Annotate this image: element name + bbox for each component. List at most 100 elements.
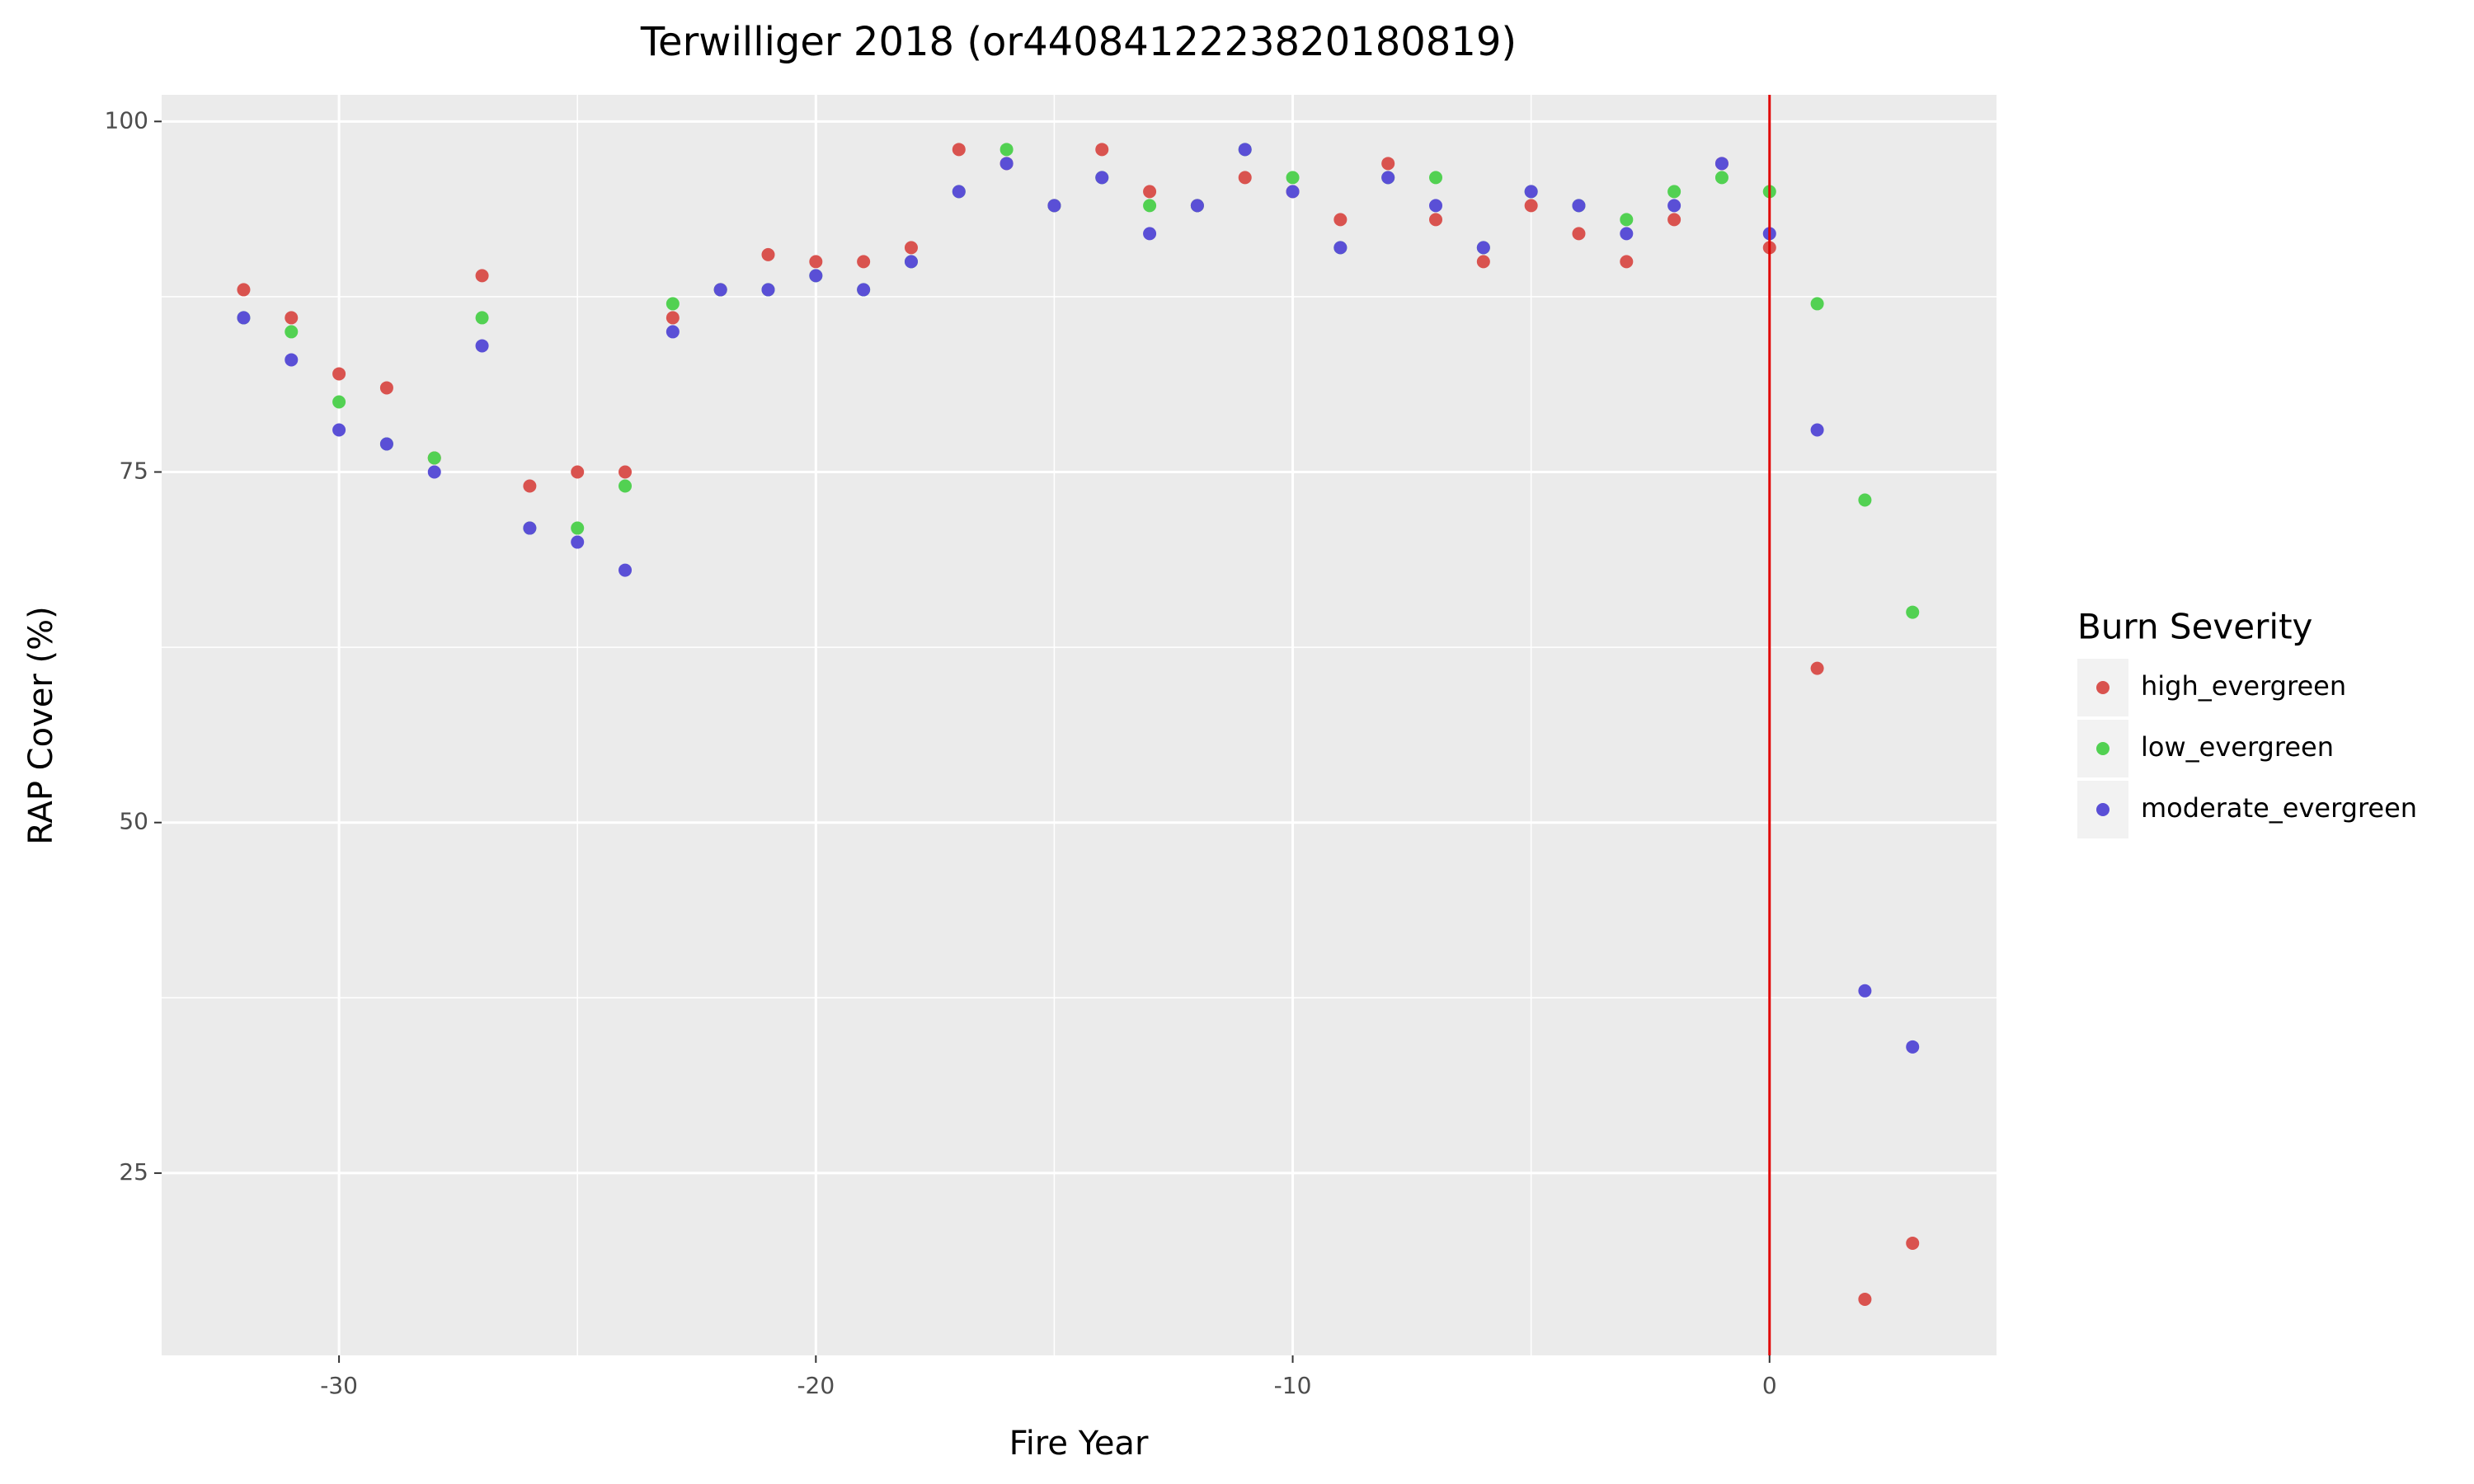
point	[1667, 185, 1681, 199]
point	[1620, 213, 1634, 227]
point	[1524, 199, 1538, 213]
point	[1429, 199, 1443, 213]
point	[1572, 227, 1586, 241]
point	[1143, 227, 1157, 241]
point	[332, 367, 346, 381]
point	[285, 325, 299, 339]
point	[1906, 1236, 1920, 1250]
point	[332, 395, 346, 409]
point	[999, 157, 1014, 171]
x-tick-label: -30	[320, 1372, 358, 1399]
point	[285, 353, 299, 367]
legend-marker	[2096, 803, 2109, 816]
point	[1190, 199, 1204, 213]
x-tick-label: -20	[797, 1372, 835, 1399]
point	[1620, 227, 1634, 241]
point	[427, 451, 441, 465]
point	[809, 255, 823, 269]
point	[523, 521, 537, 535]
legend-label: low_evergreen	[2141, 731, 2334, 763]
point	[1667, 213, 1681, 227]
point	[1381, 157, 1395, 171]
point	[904, 255, 918, 269]
point	[1286, 171, 1300, 185]
point	[618, 563, 633, 577]
point	[571, 535, 585, 549]
point	[1476, 255, 1490, 269]
point	[1333, 241, 1348, 255]
point	[857, 283, 871, 297]
legend-label: moderate_evergreen	[2141, 792, 2417, 824]
point	[1810, 423, 1824, 437]
y-tick-label: 75	[119, 458, 148, 485]
point	[237, 283, 251, 297]
point	[1429, 171, 1443, 185]
point	[1238, 143, 1252, 157]
point	[857, 255, 871, 269]
point	[523, 479, 537, 493]
chart-title: Terwilliger 2018 (or4408412223820180819)	[640, 19, 1517, 65]
point	[379, 437, 393, 451]
point	[571, 465, 585, 479]
point	[379, 381, 393, 395]
y-tick-label: 50	[119, 808, 148, 835]
y-tick-label: 25	[119, 1158, 148, 1186]
point	[1906, 1040, 1920, 1054]
point	[1095, 171, 1109, 185]
point	[809, 269, 823, 283]
legend-title: Burn Severity	[2077, 607, 2312, 647]
point	[427, 465, 441, 479]
point	[618, 479, 633, 493]
point	[1143, 185, 1157, 199]
y-axis-title: RAP Cover (%)	[22, 606, 60, 844]
point	[666, 311, 680, 325]
legend-marker	[2096, 742, 2109, 755]
point	[1906, 605, 1920, 619]
point	[1858, 984, 1872, 998]
point	[1286, 185, 1300, 199]
panel	[162, 95, 1997, 1355]
point	[1476, 241, 1490, 255]
point	[571, 521, 585, 535]
point	[904, 241, 918, 255]
x-tick-label: 0	[1762, 1372, 1777, 1399]
x-tick-label: -10	[1274, 1372, 1312, 1399]
point	[618, 465, 633, 479]
y-tick-label: 100	[105, 106, 148, 134]
point	[713, 283, 727, 297]
point	[1810, 297, 1824, 311]
x-axis-title: Fire Year	[1009, 1425, 1149, 1463]
point	[1714, 157, 1729, 171]
point	[1381, 171, 1395, 185]
point	[999, 143, 1014, 157]
point	[332, 423, 346, 437]
point	[1572, 199, 1586, 213]
point	[1714, 171, 1729, 185]
point	[475, 269, 489, 283]
point	[761, 283, 775, 297]
point	[1524, 185, 1538, 199]
point	[475, 311, 489, 325]
point	[1143, 199, 1157, 213]
point	[1333, 213, 1348, 227]
point	[1047, 199, 1061, 213]
point	[1238, 171, 1252, 185]
point	[237, 311, 251, 325]
legend-marker	[2096, 681, 2109, 694]
point	[1667, 199, 1681, 213]
point	[1429, 213, 1443, 227]
point	[1858, 493, 1872, 507]
point	[1810, 661, 1824, 675]
point	[1858, 1292, 1872, 1306]
legend-label: high_evergreen	[2141, 670, 2346, 702]
point	[1620, 255, 1634, 269]
point	[761, 247, 775, 261]
point	[1095, 143, 1109, 157]
point	[952, 185, 966, 199]
point	[475, 339, 489, 353]
point	[666, 325, 680, 339]
point	[285, 311, 299, 325]
point	[666, 297, 680, 311]
point	[952, 143, 966, 157]
